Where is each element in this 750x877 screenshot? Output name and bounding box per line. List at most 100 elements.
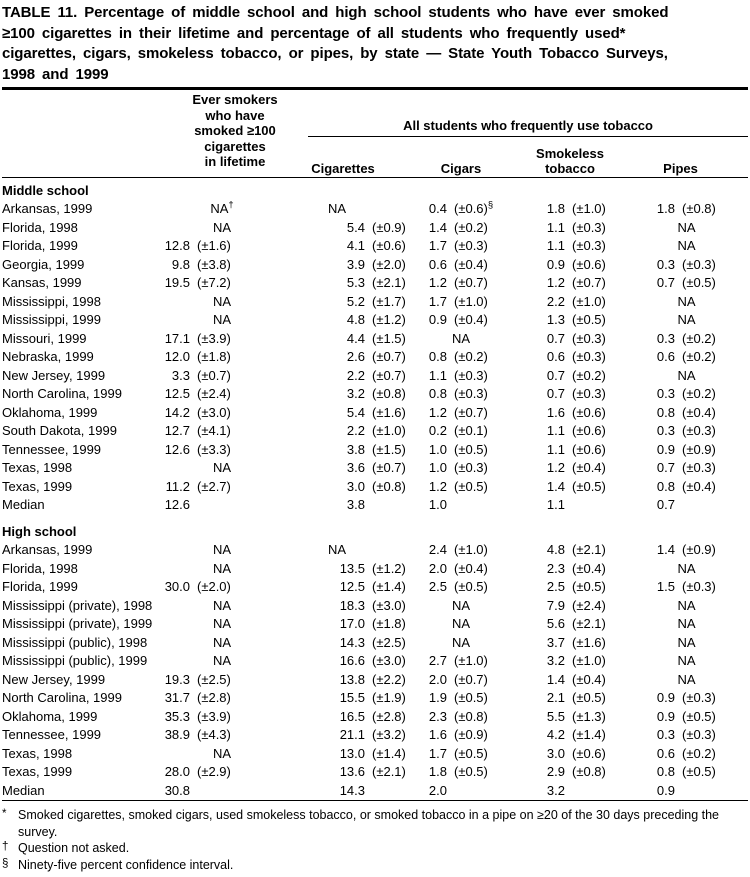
cigars-value: 2.0: [428, 782, 447, 798]
ever-value: 12.6: [164, 497, 190, 512]
cigars-na: NA: [451, 616, 471, 631]
ever-na: NA: [212, 542, 232, 557]
smokeless-value: 0.7: [546, 386, 565, 401]
title-line-3: cigarettes, cigars, smokeless tobacco, o…: [2, 45, 668, 62]
cigars-value: 1.9: [428, 690, 447, 705]
smokeless-value: 0.9: [546, 256, 565, 272]
cigars-ci: (±0.5): [454, 478, 488, 494]
smokeless-ci: (±0.6): [572, 404, 606, 420]
smokeless-ci: (±1.0): [572, 653, 606, 668]
ever-ci: (±3.0): [197, 404, 231, 420]
cigars-value: 1.0: [428, 460, 447, 475]
cigars-value: 2.3: [428, 708, 447, 724]
table-row: Texas, 1998 NA 3.6 (±0.7) 1.0 (±0.3) 1.2 (±0.4)…: [2, 459, 748, 478]
row-state: Mississippi, 1998: [2, 293, 101, 309]
ever-value: 11.2: [165, 478, 190, 494]
ever-na: NA: [212, 745, 232, 761]
pipes-ci: (±0.3): [682, 460, 716, 475]
cigars-ci: (±1.0): [454, 653, 488, 668]
row-state: Arkansas, 1999: [2, 542, 93, 557]
ever-header-line: smoked ≥100: [194, 123, 276, 138]
cigarettes-value: 3.0: [346, 478, 365, 494]
cigarettes-value: 4.4: [346, 330, 365, 346]
cigarettes-ci: (±1.8): [372, 616, 406, 631]
table-row: Tennessee, 1999 38.9 (±4.3) 21.1 (±3.2) 1.6 (±…: [2, 726, 748, 745]
table-row: Mississippi, 1999 NA 4.8 (±1.2) 0.9 (±0.4) 1.3…: [2, 311, 748, 330]
table-row: Florida, 1999 12.8 (±1.6) 4.1 (±0.6) 1.7 (±0.3…: [2, 237, 748, 256]
ever-ci: (±2.7): [197, 478, 231, 494]
table-row: South Dakota, 1999 12.7 (±4.1) 2.2 (±1.0) 0.2…: [2, 422, 748, 441]
ever-value: 30.8: [164, 782, 190, 798]
col-header-smokeless-tobacco: Smokeless tobacco: [507, 137, 613, 178]
ever-value: 14.2: [164, 404, 190, 420]
cigarettes-value: 3.2: [346, 386, 365, 401]
pipes-value: 0.3: [656, 727, 675, 742]
pipes-value: 0.8: [656, 478, 675, 494]
ever-na: NA: [212, 312, 232, 327]
smokeless-ci: (±0.6): [572, 256, 606, 272]
cigars-ci: (±0.6)§: [454, 199, 494, 216]
smokeless-value: 1.4: [546, 478, 565, 494]
pipes-na: NA: [677, 671, 696, 687]
cigarettes-ci: (±2.2): [372, 671, 406, 687]
footnote-text: Question not asked.: [18, 841, 130, 855]
smokeless-value: 5.6: [546, 616, 565, 631]
table-row: Median 12.6 3.8 1.0 1.1 0.7: [2, 496, 748, 515]
cigarettes-value: 16.6: [339, 653, 365, 668]
cigarettes-value: 5.4: [346, 219, 365, 235]
cigars-value: 1.7: [428, 745, 447, 761]
cigars-value: 1.2: [428, 275, 447, 290]
cigarettes-ci: (±0.6): [372, 238, 406, 253]
footnote: § Ninety-five percent confidence interval…: [2, 857, 748, 874]
smokeless-value: 1.6: [546, 404, 565, 420]
smokeless-ci: (±0.8): [572, 764, 606, 779]
cigars-ci: (±0.5): [454, 441, 488, 457]
header-row-group: Ever smokers who have smoked ≥100 cigare…: [2, 90, 749, 178]
cigarettes-ci: (±0.7): [372, 460, 406, 475]
table-row: Mississippi (private), 1998 NA 18.3 (±3.0) N…: [2, 597, 748, 616]
pipes-ci: (±0.4): [682, 404, 716, 420]
ever-header-line: cigarettes: [204, 138, 266, 154]
cigars-value: 0.8: [428, 349, 447, 364]
table-row: Tennessee, 1999 12.6 (±3.3) 3.8 (±1.5) 1.0 (±0…: [2, 441, 748, 460]
smokeless-value: 4.2: [546, 727, 565, 742]
ever-value: 19.5: [164, 275, 190, 290]
cigarettes-value: 13.6: [339, 764, 365, 779]
col-header-ever-smokers: Ever smokers who have smoked ≥100 cigare…: [155, 90, 278, 178]
cigarettes-value: 16.5: [339, 708, 365, 724]
cigarettes-value: 18.3: [339, 597, 365, 613]
col-header-cigars: Cigars: [415, 137, 507, 178]
pipes-ci: (±0.2): [682, 330, 716, 346]
row-state: Oklahoma, 1999: [2, 404, 98, 420]
cigarettes-ci: (±2.5): [372, 634, 406, 650]
cigars-ci: (±0.4): [454, 256, 488, 272]
ever-value: 12.0: [164, 349, 190, 364]
smokeless-ci: (±0.5): [572, 690, 606, 705]
smokeless-ci: (±2.4): [572, 597, 606, 613]
pipes-ci: (±0.3): [682, 690, 716, 705]
smokeless-value: 1.2: [546, 275, 565, 290]
ever-value: 9.8: [171, 256, 190, 272]
pipes-ci: (±0.9): [682, 542, 716, 557]
ever-ci: (±1.8): [197, 349, 231, 364]
footnote-text: Smoked cigarettes, smoked cigars, used s…: [18, 808, 720, 839]
pipes-value: 0.6: [656, 745, 675, 761]
ever-ci: (±7.2): [197, 275, 231, 290]
footnote-mark: *: [2, 808, 7, 820]
ever-value: 30.0: [164, 579, 190, 594]
row-state: New Jersey, 1999: [2, 367, 106, 383]
header-row-subcols: Cigarettes Cigars Smokeless tobacco Pipe…: [2, 137, 749, 178]
smokeless-value: 2.9: [546, 764, 565, 779]
smokeless-value: 0.7: [546, 367, 565, 383]
row-state: Florida, 1999: [2, 238, 78, 253]
cigarettes-ci: (±3.0): [372, 653, 406, 668]
cigars-value: 1.8: [428, 764, 447, 779]
pipes-ci: (±0.2): [682, 386, 716, 401]
pipes-value: 0.8: [656, 404, 675, 420]
pipes-value: 0.6: [656, 349, 675, 364]
cigarettes-value: 3.6: [346, 460, 365, 475]
cigars-ci: (±0.3): [454, 460, 488, 475]
cigars-ci: (±0.7): [454, 671, 488, 687]
cigars-value: 0.2: [428, 423, 447, 438]
ever-header-text: Ever smokers who have smoked ≥100 cigare…: [175, 90, 295, 170]
